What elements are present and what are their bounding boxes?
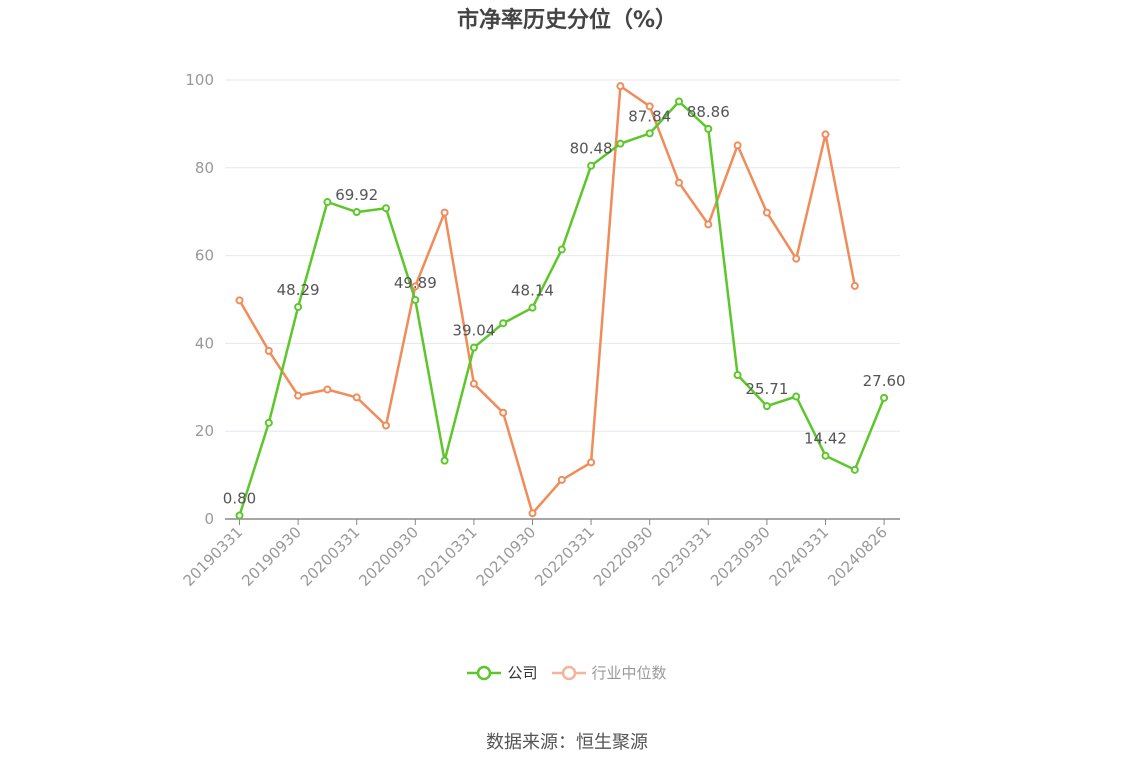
data-point: [792, 392, 801, 401]
data-point: [528, 509, 537, 518]
data-point: [762, 208, 771, 217]
data-point: [235, 296, 244, 305]
data-point: [733, 141, 742, 150]
grid-layer: [225, 79, 900, 432]
x-tick-label: 20240826: [824, 523, 891, 590]
data-point: [762, 402, 771, 411]
data-point: [469, 343, 478, 352]
legend-industry-marker-icon: [551, 665, 586, 680]
x-tick-label: 20190331: [180, 523, 247, 590]
data-point: [850, 281, 859, 290]
data-point: [264, 346, 273, 355]
legend: 公司 行业中位数: [0, 662, 1134, 683]
x-tick-label: 20230930: [707, 523, 774, 590]
data-label: 48.29: [277, 281, 320, 299]
legend-item-company[interactable]: 公司: [467, 662, 538, 683]
data-label: 0.80: [223, 489, 256, 507]
y-tick-label: 80: [195, 159, 214, 177]
series-line-company: [238, 100, 886, 516]
line-chart: 0 20 40 60 80 100 2019033120190930202003312020…: [180, 71, 906, 590]
data-point: [499, 319, 508, 328]
x-tick-label: 20210331: [414, 523, 481, 590]
data-point: [323, 198, 332, 207]
legend-industry-label: 行业中位数: [591, 664, 667, 682]
data-point: [469, 379, 478, 388]
label-layer: 0.80 48.29 69.92 49.89 39.04 48.14 80.48 87.84 8…: [223, 103, 906, 508]
legend-company-marker-icon: [467, 665, 502, 680]
data-point: [821, 130, 830, 139]
data-point: [821, 451, 830, 460]
data-point: [850, 465, 859, 474]
data-label: 87.84: [628, 107, 671, 125]
data-source: 数据来源：恒生聚源: [486, 732, 648, 753]
y-tick-label: 20: [195, 422, 214, 440]
series-layer: [235, 82, 889, 520]
data-point: [323, 385, 332, 394]
data-point: [440, 208, 449, 217]
data-label: 39.04: [452, 322, 495, 340]
data-label: 14.42: [804, 430, 847, 448]
data-point: [235, 511, 244, 520]
data-point: [792, 254, 801, 263]
axis-layer: 0 20 40 60 80 100 2019033120190930202003312020…: [180, 71, 900, 590]
legend-item-industry[interactable]: 行业中位数: [551, 662, 667, 683]
chart-title: 市净率历史分位（%）: [456, 8, 678, 33]
data-label: 80.48: [570, 140, 613, 158]
y-tick-label: 60: [195, 247, 214, 265]
data-point: [645, 102, 654, 111]
data-point: [499, 408, 508, 417]
data-point: [411, 282, 420, 291]
data-point: [704, 220, 713, 229]
data-point: [294, 391, 303, 400]
data-point: [557, 245, 566, 254]
data-point: [528, 303, 537, 312]
data-point: [587, 458, 596, 467]
data-point: [557, 475, 566, 484]
data-point: [352, 208, 361, 217]
data-point: [880, 393, 889, 402]
x-tick-label: 20200930: [355, 523, 422, 590]
data-label: 88.86: [687, 103, 730, 121]
y-tick-label: 0: [204, 510, 214, 528]
data-point: [733, 371, 742, 380]
data-point: [675, 97, 683, 106]
data-point: [616, 139, 625, 148]
data-label: 27.60: [863, 372, 906, 390]
data-point: [704, 124, 713, 133]
y-tick-label: 100: [185, 71, 214, 89]
x-tick-label: 20210930: [473, 523, 540, 590]
x-tick-label: 20190930: [238, 523, 305, 590]
x-tick-label: 20240331: [766, 523, 833, 590]
x-tick-label: 20230331: [648, 523, 715, 590]
data-point: [587, 161, 596, 170]
data-point: [675, 178, 683, 187]
data-point: [645, 129, 654, 138]
legend-company-label: 公司: [507, 664, 538, 682]
y-tick-label: 40: [195, 334, 214, 352]
data-label: 69.92: [335, 186, 378, 204]
data-label: 25.71: [745, 380, 788, 398]
data-point: [264, 418, 273, 427]
x-tick-label: 20200331: [297, 523, 364, 590]
data-point: [411, 295, 420, 304]
data-point: [294, 303, 303, 312]
data-label: 49.89: [394, 274, 437, 292]
x-tick-label: 20220930: [590, 523, 657, 590]
data-point: [382, 204, 390, 213]
data-point: [352, 393, 361, 402]
data-label: 48.14: [511, 282, 554, 300]
data-point: [382, 421, 390, 430]
x-tick-label: 20220331: [531, 523, 598, 590]
data-point: [616, 82, 625, 91]
data-point: [440, 456, 449, 465]
series-line-industry: [238, 84, 857, 515]
